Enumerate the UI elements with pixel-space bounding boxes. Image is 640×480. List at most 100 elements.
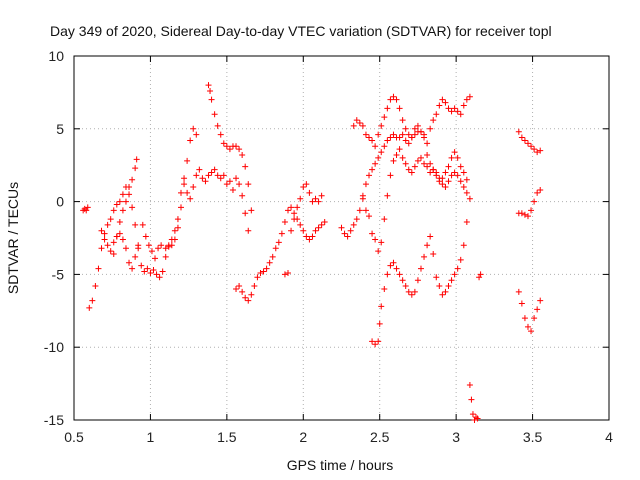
data-point <box>288 204 295 211</box>
data-point <box>387 96 394 103</box>
y-tick-label: 0 <box>56 194 64 210</box>
data-point <box>448 108 455 115</box>
data-point <box>454 265 461 272</box>
data-point <box>417 265 424 272</box>
data-point <box>281 218 288 225</box>
data-point <box>457 178 464 185</box>
data-point <box>402 125 409 132</box>
data-point <box>534 189 541 196</box>
x-tick-label: 3.5 <box>523 429 543 445</box>
data-point <box>126 191 133 198</box>
data-point <box>390 157 397 164</box>
data-point <box>350 122 357 129</box>
data-point <box>424 163 431 170</box>
data-point <box>421 160 428 167</box>
data-point <box>531 315 538 322</box>
data-point <box>223 143 230 150</box>
data-point <box>402 283 409 290</box>
data-point <box>359 195 366 202</box>
data-point <box>242 163 249 170</box>
data-point <box>466 195 473 202</box>
data-point <box>463 218 470 225</box>
data-point <box>421 253 428 260</box>
data-point <box>187 195 194 202</box>
data-point <box>396 105 403 112</box>
data-point <box>356 119 363 126</box>
data-point <box>524 140 531 147</box>
data-point <box>178 189 184 196</box>
data-point <box>251 283 258 290</box>
y-axis-label: SDTVAR / TECUs <box>5 182 21 294</box>
data-point <box>359 122 366 129</box>
data-point <box>469 411 476 418</box>
data-point <box>171 227 178 234</box>
data-point <box>384 192 391 199</box>
data-point <box>372 160 379 167</box>
data-point <box>476 274 483 281</box>
data-point <box>190 184 197 191</box>
data-point <box>116 218 123 225</box>
data-point <box>460 169 467 176</box>
data-point <box>521 211 528 218</box>
x-tick-label: 2 <box>299 429 307 445</box>
data-point <box>242 210 249 217</box>
data-point <box>445 163 452 170</box>
data-point <box>220 140 227 147</box>
data-point <box>347 227 354 234</box>
data-point <box>269 253 276 260</box>
data-point <box>132 221 139 228</box>
data-point <box>107 216 114 223</box>
data-point <box>153 271 160 278</box>
data-point <box>107 248 114 255</box>
series-arc2 <box>86 156 140 311</box>
data-point <box>442 99 449 106</box>
data-point <box>300 184 307 191</box>
data-point <box>353 117 360 124</box>
data-point <box>454 172 461 179</box>
grid <box>74 56 609 420</box>
data-point <box>393 96 400 103</box>
series-arc7 <box>233 204 328 304</box>
series-arc11 <box>359 146 473 255</box>
data-point <box>408 134 415 141</box>
data-point <box>421 134 428 141</box>
data-point <box>427 160 434 167</box>
data-point <box>417 128 424 135</box>
data-point <box>390 259 397 266</box>
data-point <box>152 255 159 262</box>
data-point <box>208 96 215 103</box>
x-tick-label: 2.5 <box>370 429 390 445</box>
data-point <box>427 169 434 176</box>
data-point <box>101 230 108 237</box>
data-point <box>239 288 246 295</box>
data-point <box>233 175 240 182</box>
data-point <box>448 154 455 161</box>
data-point <box>83 207 90 214</box>
data-point <box>457 163 464 170</box>
data-point <box>233 143 240 150</box>
data-point <box>451 271 458 278</box>
data-point <box>460 242 467 249</box>
data-point <box>378 239 385 246</box>
data-point <box>312 195 319 202</box>
data-point <box>190 125 197 132</box>
data-point <box>390 93 397 100</box>
data-point <box>518 300 525 307</box>
data-point <box>187 137 194 144</box>
data-point <box>411 131 418 138</box>
data-point <box>439 291 446 298</box>
data-point <box>245 227 252 234</box>
data-point <box>463 176 470 183</box>
data-point <box>350 221 357 228</box>
data-point <box>98 245 105 252</box>
data-point <box>174 216 181 223</box>
data-point <box>214 122 221 129</box>
data-point <box>445 283 452 290</box>
data-point <box>468 396 475 403</box>
data-point <box>424 152 431 159</box>
data-point <box>528 328 535 335</box>
data-point <box>369 230 376 237</box>
data-point <box>254 274 261 281</box>
data-point <box>445 105 452 112</box>
data-point <box>466 93 473 100</box>
